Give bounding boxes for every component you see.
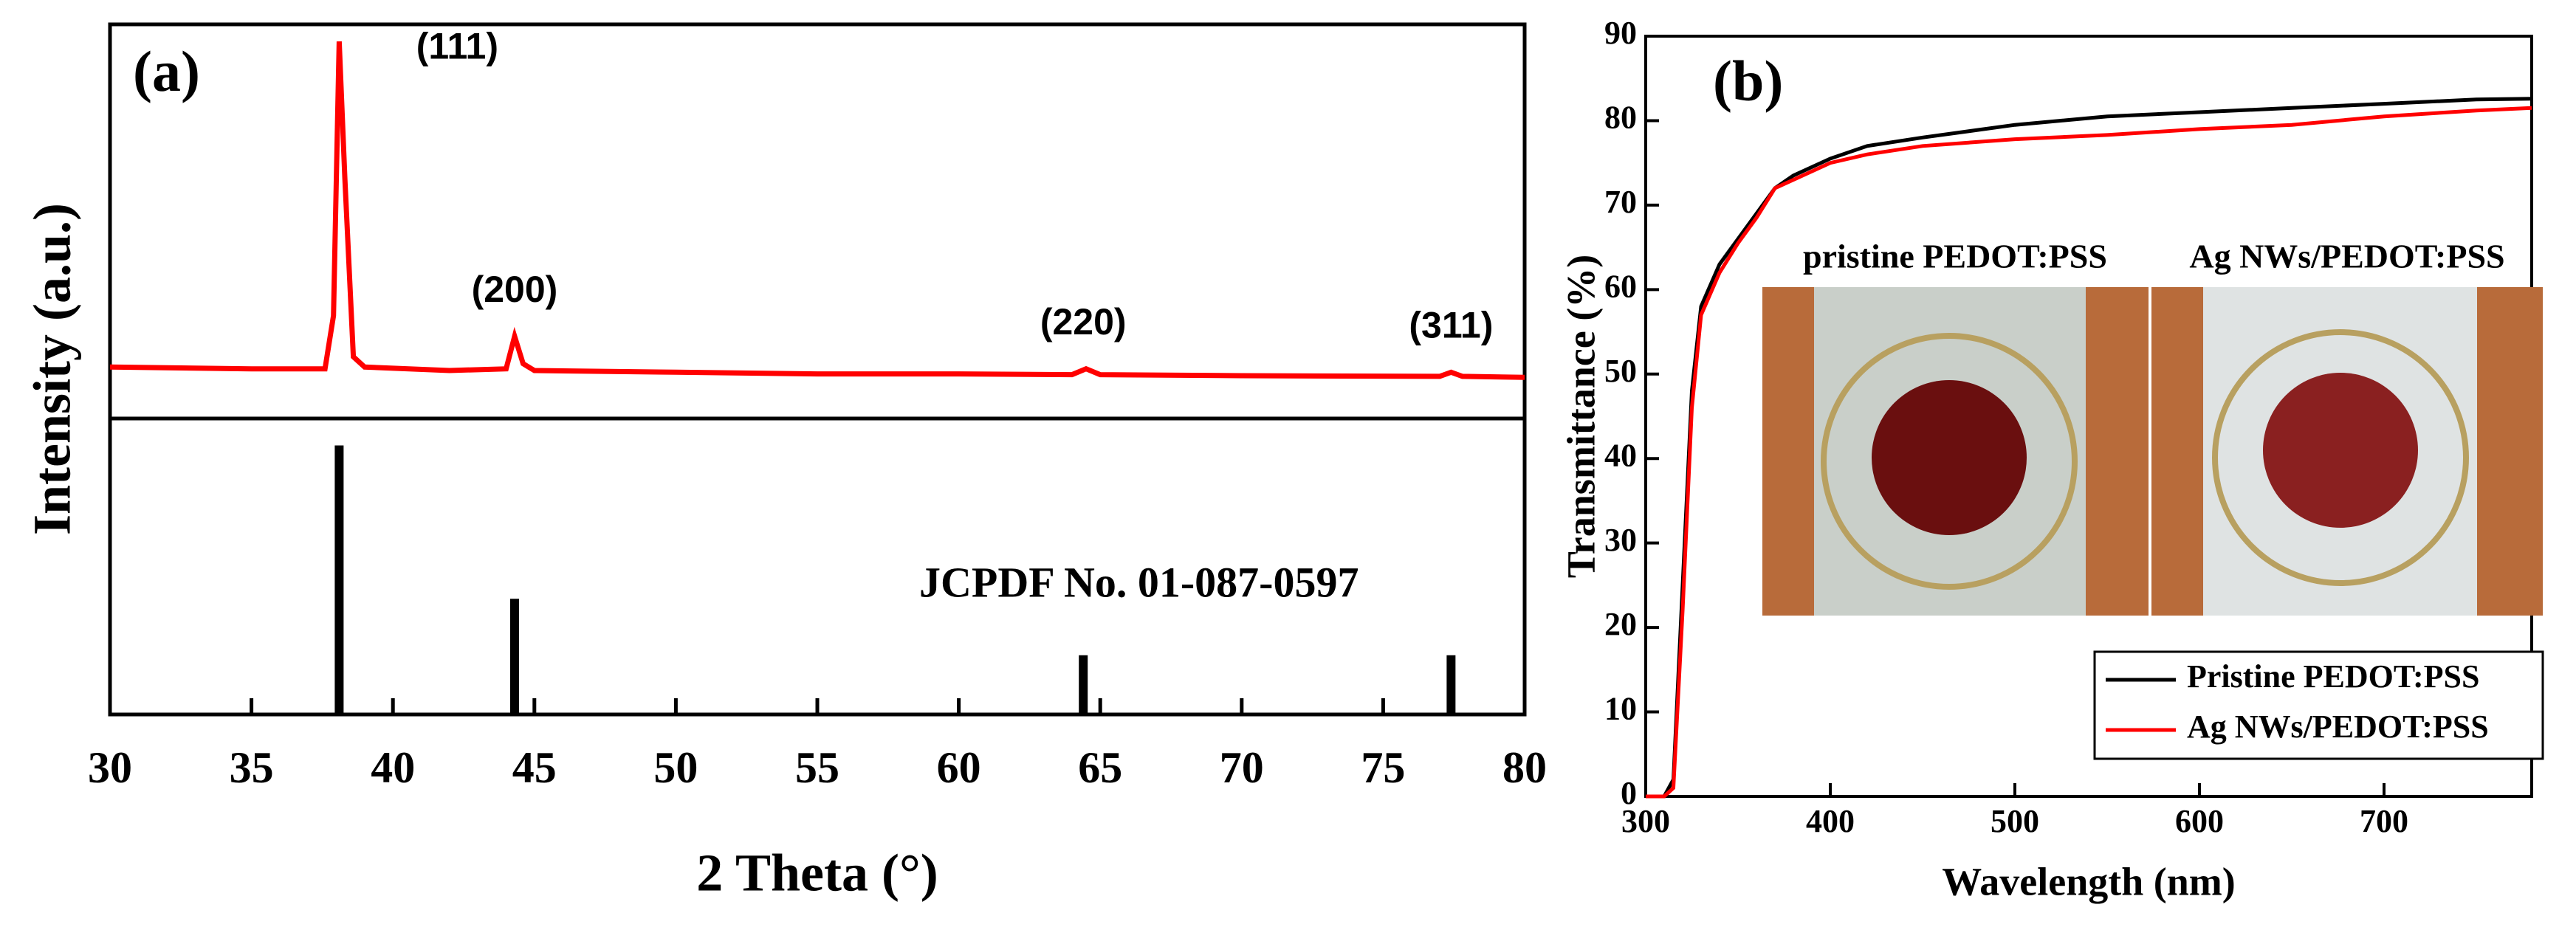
x-tick-label: 45 [512, 743, 557, 792]
x-tick-label: 35 [230, 743, 274, 792]
peak-label: (220) [1040, 301, 1127, 342]
y-axis-label: Transmittance (%) [1559, 255, 1603, 578]
reference-label: JCPDF No. 01-087-0597 [919, 558, 1359, 606]
copper-tape [2477, 287, 2543, 616]
peak-label: (111) [416, 25, 498, 66]
y-tick-label: 10 [1604, 691, 1637, 727]
y-tick-label: 20 [1604, 606, 1637, 642]
inset-photos [1762, 287, 2543, 616]
y-tick-label: 40 [1604, 437, 1637, 473]
x-axis-label: Wavelength (nm) [1942, 859, 2236, 903]
x-tick-label: 60 [937, 743, 981, 792]
inset-label: pristine PEDOT:PSS [1803, 238, 2107, 275]
y-tick-label: 70 [1604, 184, 1637, 220]
logo-ring [2212, 329, 2469, 586]
film [1872, 380, 2027, 535]
panel-label: (a) [133, 39, 200, 103]
x-tick-label: 75 [1361, 743, 1405, 792]
x-tick-label: 55 [795, 743, 839, 792]
peak-label: (200) [472, 269, 558, 310]
x-tick-label: 50 [653, 743, 698, 792]
copper-tape [2151, 287, 2203, 616]
x-axis-label: 2 Theta (°) [696, 844, 938, 903]
copper-tape [2086, 287, 2149, 616]
x-tick-label: 65 [1078, 743, 1122, 792]
y-tick-label: 60 [1604, 268, 1637, 304]
legend-label: Pristine PEDOT:PSS [2187, 658, 2479, 695]
x-tick-label: 300 [1621, 803, 1670, 839]
x-tick-label: 700 [2360, 803, 2408, 839]
y-axis-label: Intensity (a.u.) [23, 203, 82, 535]
x-tick-label: 40 [371, 743, 415, 792]
peak-label: (311) [1409, 305, 1493, 346]
y-tick-label: 50 [1604, 353, 1637, 389]
x-tick-label: 600 [2175, 803, 2224, 839]
film [2263, 373, 2418, 528]
y-tick-label: 30 [1604, 522, 1637, 558]
logo-ring [1821, 333, 2078, 590]
y-tick-label: 80 [1604, 100, 1637, 136]
x-tick-label: 400 [1806, 803, 1855, 839]
x-tick-label: 70 [1220, 743, 1264, 792]
series-line [109, 41, 1525, 380]
x-tick-label: 80 [1502, 743, 1547, 792]
y-tick-label: 90 [1604, 15, 1637, 51]
y-tick-label: 0 [1621, 775, 1637, 811]
inset-label: Ag NWs/PEDOT:PSS [2189, 238, 2504, 275]
x-tick-label: 30 [88, 743, 132, 792]
legend-box [2093, 650, 2544, 760]
x-tick-label: 500 [1991, 803, 2039, 839]
panel-label: (b) [1713, 49, 1783, 113]
series-line [1646, 106, 2532, 799]
legend-label: Ag NWs/PEDOT:PSS [2187, 709, 2489, 745]
copper-tape [1762, 287, 1814, 616]
